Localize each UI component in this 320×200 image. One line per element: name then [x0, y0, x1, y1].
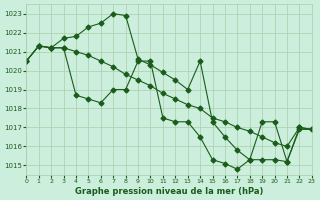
X-axis label: Graphe pression niveau de la mer (hPa): Graphe pression niveau de la mer (hPa) [75, 187, 263, 196]
